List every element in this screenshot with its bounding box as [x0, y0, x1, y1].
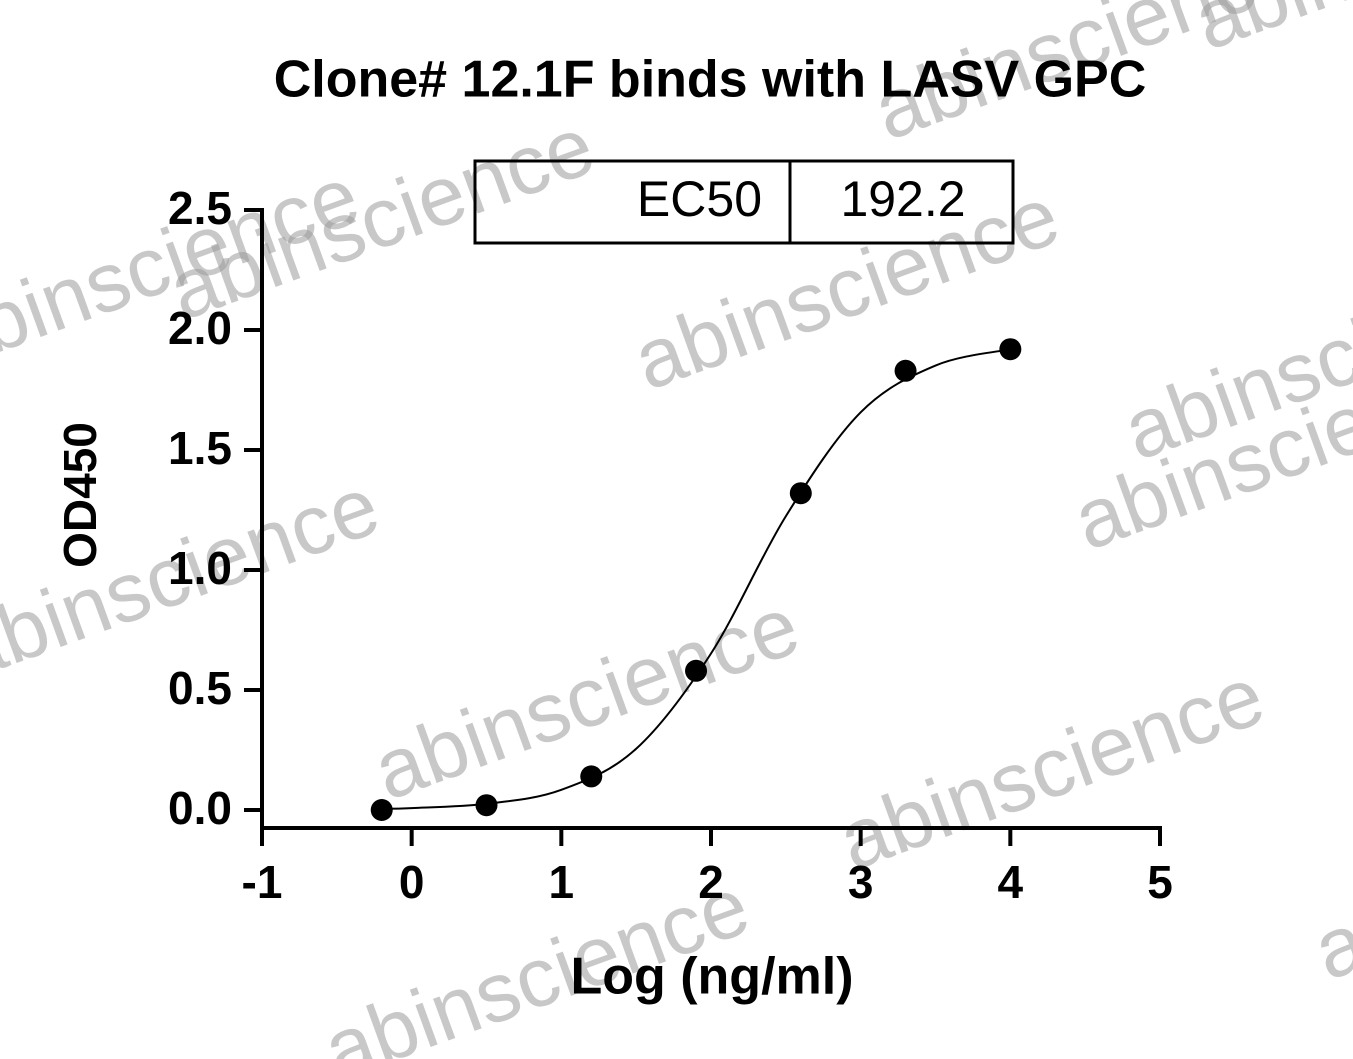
y-tick-label: 1.0: [168, 542, 232, 594]
data-point: [685, 659, 708, 682]
x-tick-label: 3: [848, 856, 874, 908]
watermark: abinscience: [1182, 0, 1353, 68]
data-point: [370, 799, 393, 821]
table-box: [473, 159, 1015, 245]
data-point: [580, 765, 603, 788]
x-tick-label: 4: [998, 856, 1024, 908]
x-tick-label: 5: [1147, 856, 1173, 908]
watermark: abinscience: [827, 648, 1276, 888]
ec50-table: EC50 192.2: [473, 159, 1015, 245]
table-label: EC50: [637, 171, 762, 227]
x-tick-label: -1: [242, 856, 283, 908]
x-tick-label: 2: [698, 856, 724, 908]
data-point: [999, 338, 1022, 361]
y-tick-label: 2.0: [168, 302, 232, 354]
x-tick-label: 1: [549, 856, 575, 908]
y-tick-label: 1.5: [168, 422, 232, 474]
y-tick-label: 0.5: [168, 662, 232, 714]
x-axis-label: Log (ng/ml): [570, 948, 853, 1006]
chart-title: Clone# 12.1F binds with LASV GPC: [274, 51, 1147, 109]
y-tick-label: 0.0: [168, 782, 232, 834]
data-point: [475, 794, 498, 817]
y-tick-label: 2.5: [168, 182, 232, 234]
watermark: abinscience: [1302, 758, 1353, 998]
data-point: [789, 482, 812, 505]
y-axis-label: OD450: [54, 422, 106, 568]
table-value: 192.2: [840, 171, 965, 227]
data-point: [894, 359, 917, 382]
x-tick-label: 0: [399, 856, 425, 908]
